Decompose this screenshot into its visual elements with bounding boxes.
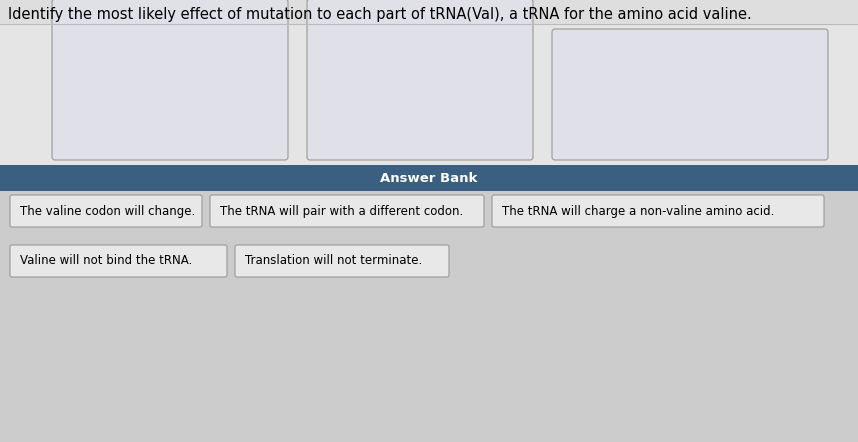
Text: Translation will not terminate.: Translation will not terminate.: [245, 255, 422, 267]
FancyBboxPatch shape: [552, 29, 828, 160]
Text: Valine will not bind the tRNA.: Valine will not bind the tRNA.: [20, 255, 192, 267]
Bar: [0, 0, 858, 167]
Bar: [0, 165, 858, 191]
FancyBboxPatch shape: [52, 0, 288, 160]
Text: The valine codon will change.: The valine codon will change.: [20, 205, 196, 217]
Text: The tRNA will charge a non-valine amino acid.: The tRNA will charge a non-valine amino …: [502, 205, 775, 217]
FancyBboxPatch shape: [10, 195, 202, 227]
FancyBboxPatch shape: [492, 195, 824, 227]
Bar: [0, 24, 858, 167]
FancyBboxPatch shape: [235, 245, 449, 277]
Text: The tRNA will pair with a different codon.: The tRNA will pair with a different codo…: [220, 205, 463, 217]
FancyBboxPatch shape: [10, 245, 227, 277]
Text: Answer Bank: Answer Bank: [380, 171, 478, 184]
FancyBboxPatch shape: [210, 195, 484, 227]
Bar: [0, 191, 858, 442]
Text: Identify the most likely effect of mutation to each part of tRNA(Val), a tRNA fo: Identify the most likely effect of mutat…: [8, 7, 752, 22]
FancyBboxPatch shape: [307, 0, 533, 160]
Bar: [0, 0, 858, 167]
